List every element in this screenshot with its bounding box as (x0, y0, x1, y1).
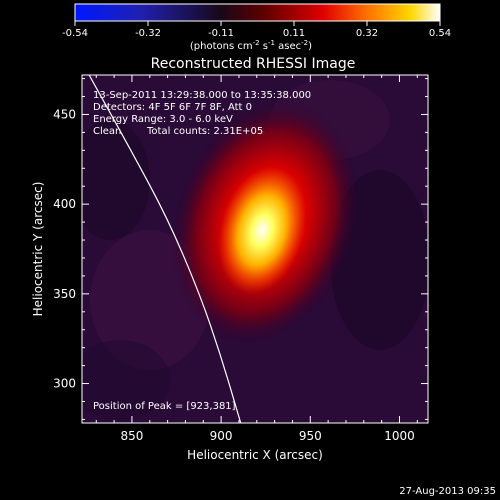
clean-text: Clean (93, 126, 121, 137)
plot-date-stamp: 27-Aug-2013 09:35 (399, 486, 496, 497)
plot-frame (81, 74, 429, 424)
total-counts-text: Total counts: 2.31E+05 (146, 126, 263, 137)
colorbar-frame (74, 3, 441, 22)
y-tick-label: 400 (53, 197, 76, 211)
energy-range-text: Energy Range: 3.0 - 6.0 keV (93, 114, 233, 125)
heatmap-image (82, 75, 428, 423)
colorbar-ticks: -0.54 -0.32 -0.11 0.11 0.32 0.54 (62, 21, 451, 39)
colorbar-tick-label: 0.32 (356, 28, 378, 39)
x-tick-label: 900 (210, 429, 233, 443)
colorbar-tick-label: 0.54 (429, 28, 451, 39)
colorbar-tick-label: -0.54 (62, 28, 88, 39)
axis-ticks: 850 900 950 1000 300 350 400 450 (53, 75, 428, 443)
colorbar-tick-label: -0.11 (208, 28, 234, 39)
x-axis-label: Heliocentric X (arcsec) (187, 448, 323, 462)
solar-limb-line (88, 75, 242, 423)
colorbar-unit-label: (photons cm-2 s-1 asec-2) (190, 39, 312, 52)
y-tick-label: 450 (53, 107, 76, 121)
chart-title: Reconstructed RHESSI Image (151, 56, 356, 72)
time-range-text: 13-Sep-2011 13:29:38.000 to 13:35:38.000 (93, 90, 311, 101)
emission-source-core (218, 166, 307, 294)
colorbar-tick-label: -0.32 (135, 28, 161, 39)
colorbar-tick-label: 0.11 (283, 28, 305, 39)
detectors-text: Detectors: 4F 5F 6F 7F 8F, Att 0 (93, 102, 252, 113)
x-tick-label: 950 (299, 429, 322, 443)
y-tick-label: 300 (53, 377, 76, 391)
y-tick-label: 350 (53, 287, 76, 301)
y-axis-label: Heliocentric Y (arcsec) (31, 182, 45, 317)
peak-position-text: Position of Peak = [923,381] (93, 401, 236, 412)
colorbar (75, 4, 440, 21)
x-tick-label: 1000 (384, 429, 415, 443)
x-tick-label: 850 (120, 429, 143, 443)
